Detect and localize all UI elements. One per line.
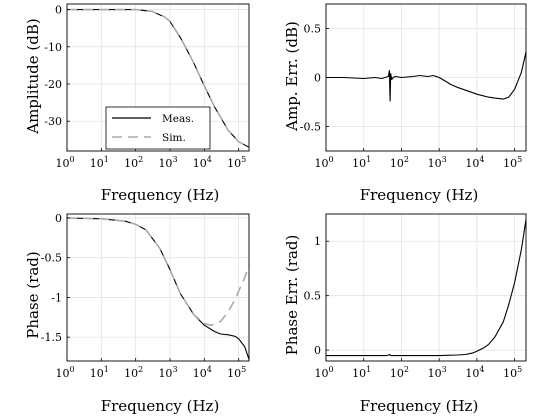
phaseerr-xtick-label: 102: [390, 365, 409, 380]
phase-error-ylabel: Phase Err. (rad): [283, 235, 301, 356]
amp-ytick-label: -10: [44, 41, 62, 54]
phaseerr-ytick-label: 0.5: [304, 290, 322, 303]
phaseerr-ytick-label: 0: [314, 344, 321, 357]
phase-ytick-label: -1.5: [41, 331, 62, 344]
legend-box: [105, 106, 211, 150]
amplitude-xlabel: Frequency (Hz): [101, 186, 220, 204]
amp-error-xlabel: Frequency (Hz): [360, 186, 479, 204]
amperr-ytick-label: -0.5: [300, 121, 321, 134]
phase-xlabel: Frequency (Hz): [101, 397, 220, 415]
legend-sim-label: Sim.: [162, 132, 186, 144]
amp-series-sim: [67, 8, 250, 149]
panel-amp-error: Amp. Err. (dB) Frequency (Hz): [283, 21, 478, 204]
panel-phase: Phase (rad) Frequency (Hz): [24, 251, 219, 415]
amperr-ytick-label: 0.5: [304, 23, 322, 36]
phase-ytick-label: -1: [51, 291, 62, 304]
phaseerr-plot-area: [326, 214, 526, 361]
amp-ytick-label: -20: [44, 78, 62, 91]
legend-meas-label: Meas.: [162, 113, 194, 125]
amp-xtick-label: 102: [124, 155, 143, 170]
panel-amplitude: Amplitude (dB) Frequency (Hz): [24, 18, 219, 204]
amp-plot: 100 101 102 103 104 105 0 -10 -20 -30: [44, 3, 250, 170]
phase-plot-area: [67, 214, 249, 361]
amp-ytick-label: 0: [55, 4, 62, 17]
phase-plot: 100 101 102 103 104 105 0 -0.5 -1 -1.5: [41, 212, 250, 380]
phase-ytick-label: -0.5: [41, 252, 62, 265]
amplitude-ylabel: Amplitude (dB): [24, 18, 42, 135]
phase-xtick-label: 103: [158, 365, 177, 380]
amperr-xtick-label: 103: [428, 155, 447, 170]
amp-xtick-label: 101: [90, 155, 109, 170]
phaseerr-series-line: [326, 219, 527, 357]
phase-xtick-label: 102: [124, 365, 143, 380]
phaseerr-xtick-label: 104: [465, 365, 484, 380]
amperr-xtick-label: 104: [465, 155, 484, 170]
amp-frame: [66, 3, 250, 152]
phase-error-xlabel: Frequency (Hz): [360, 397, 479, 415]
panel-phase-error: Phase Err. (rad) Frequency (Hz): [283, 235, 478, 415]
amp-xtick-label: 103: [158, 155, 177, 170]
amplitude-legend: Meas. Sim.: [105, 106, 211, 150]
phase-frame: [66, 213, 250, 362]
phase-xtick-label: 100: [55, 365, 74, 380]
amp-xtick-label: 104: [193, 155, 212, 170]
amperr-plot: 100 101 102 103 104 105 0.5 0 -0.5: [300, 3, 527, 170]
phaseerr-frame: [325, 213, 527, 362]
phaseerr-xtick-label: 101: [352, 365, 371, 380]
amperr-xtick-label: 101: [352, 155, 371, 170]
amperr-series-line: [326, 51, 527, 102]
phaseerr-plot: 100 101 102 103 104 105 1 0.5 0: [304, 213, 527, 380]
phase-xtick-label: 105: [227, 365, 246, 380]
phase-ylabel: Phase (rad): [24, 251, 42, 338]
phase-ytick-label: 0: [55, 212, 62, 225]
amp-xtick-label: 105: [227, 155, 246, 170]
amp-error-ylabel: Amp. Err. (dB): [283, 21, 301, 132]
phaseerr-xtick-label: 100: [314, 365, 333, 380]
amp-ytick-label: -30: [44, 115, 62, 128]
amperr-xtick-label: 105: [503, 155, 522, 170]
phase-xtick-label: 104: [193, 365, 212, 380]
amperr-xtick-label: 100: [314, 155, 333, 170]
phase-series-sim: [66, 217, 250, 327]
amp-xtick-label: 100: [55, 155, 74, 170]
amperr-xtick-label: 102: [390, 155, 409, 170]
phaseerr-ytick-label: 1: [314, 235, 321, 248]
phaseerr-xtick-label: 105: [503, 365, 522, 380]
amperr-ytick-label: 0: [314, 72, 321, 85]
phase-xtick-label: 101: [90, 365, 109, 380]
phaseerr-xtick-label: 103: [428, 365, 447, 380]
